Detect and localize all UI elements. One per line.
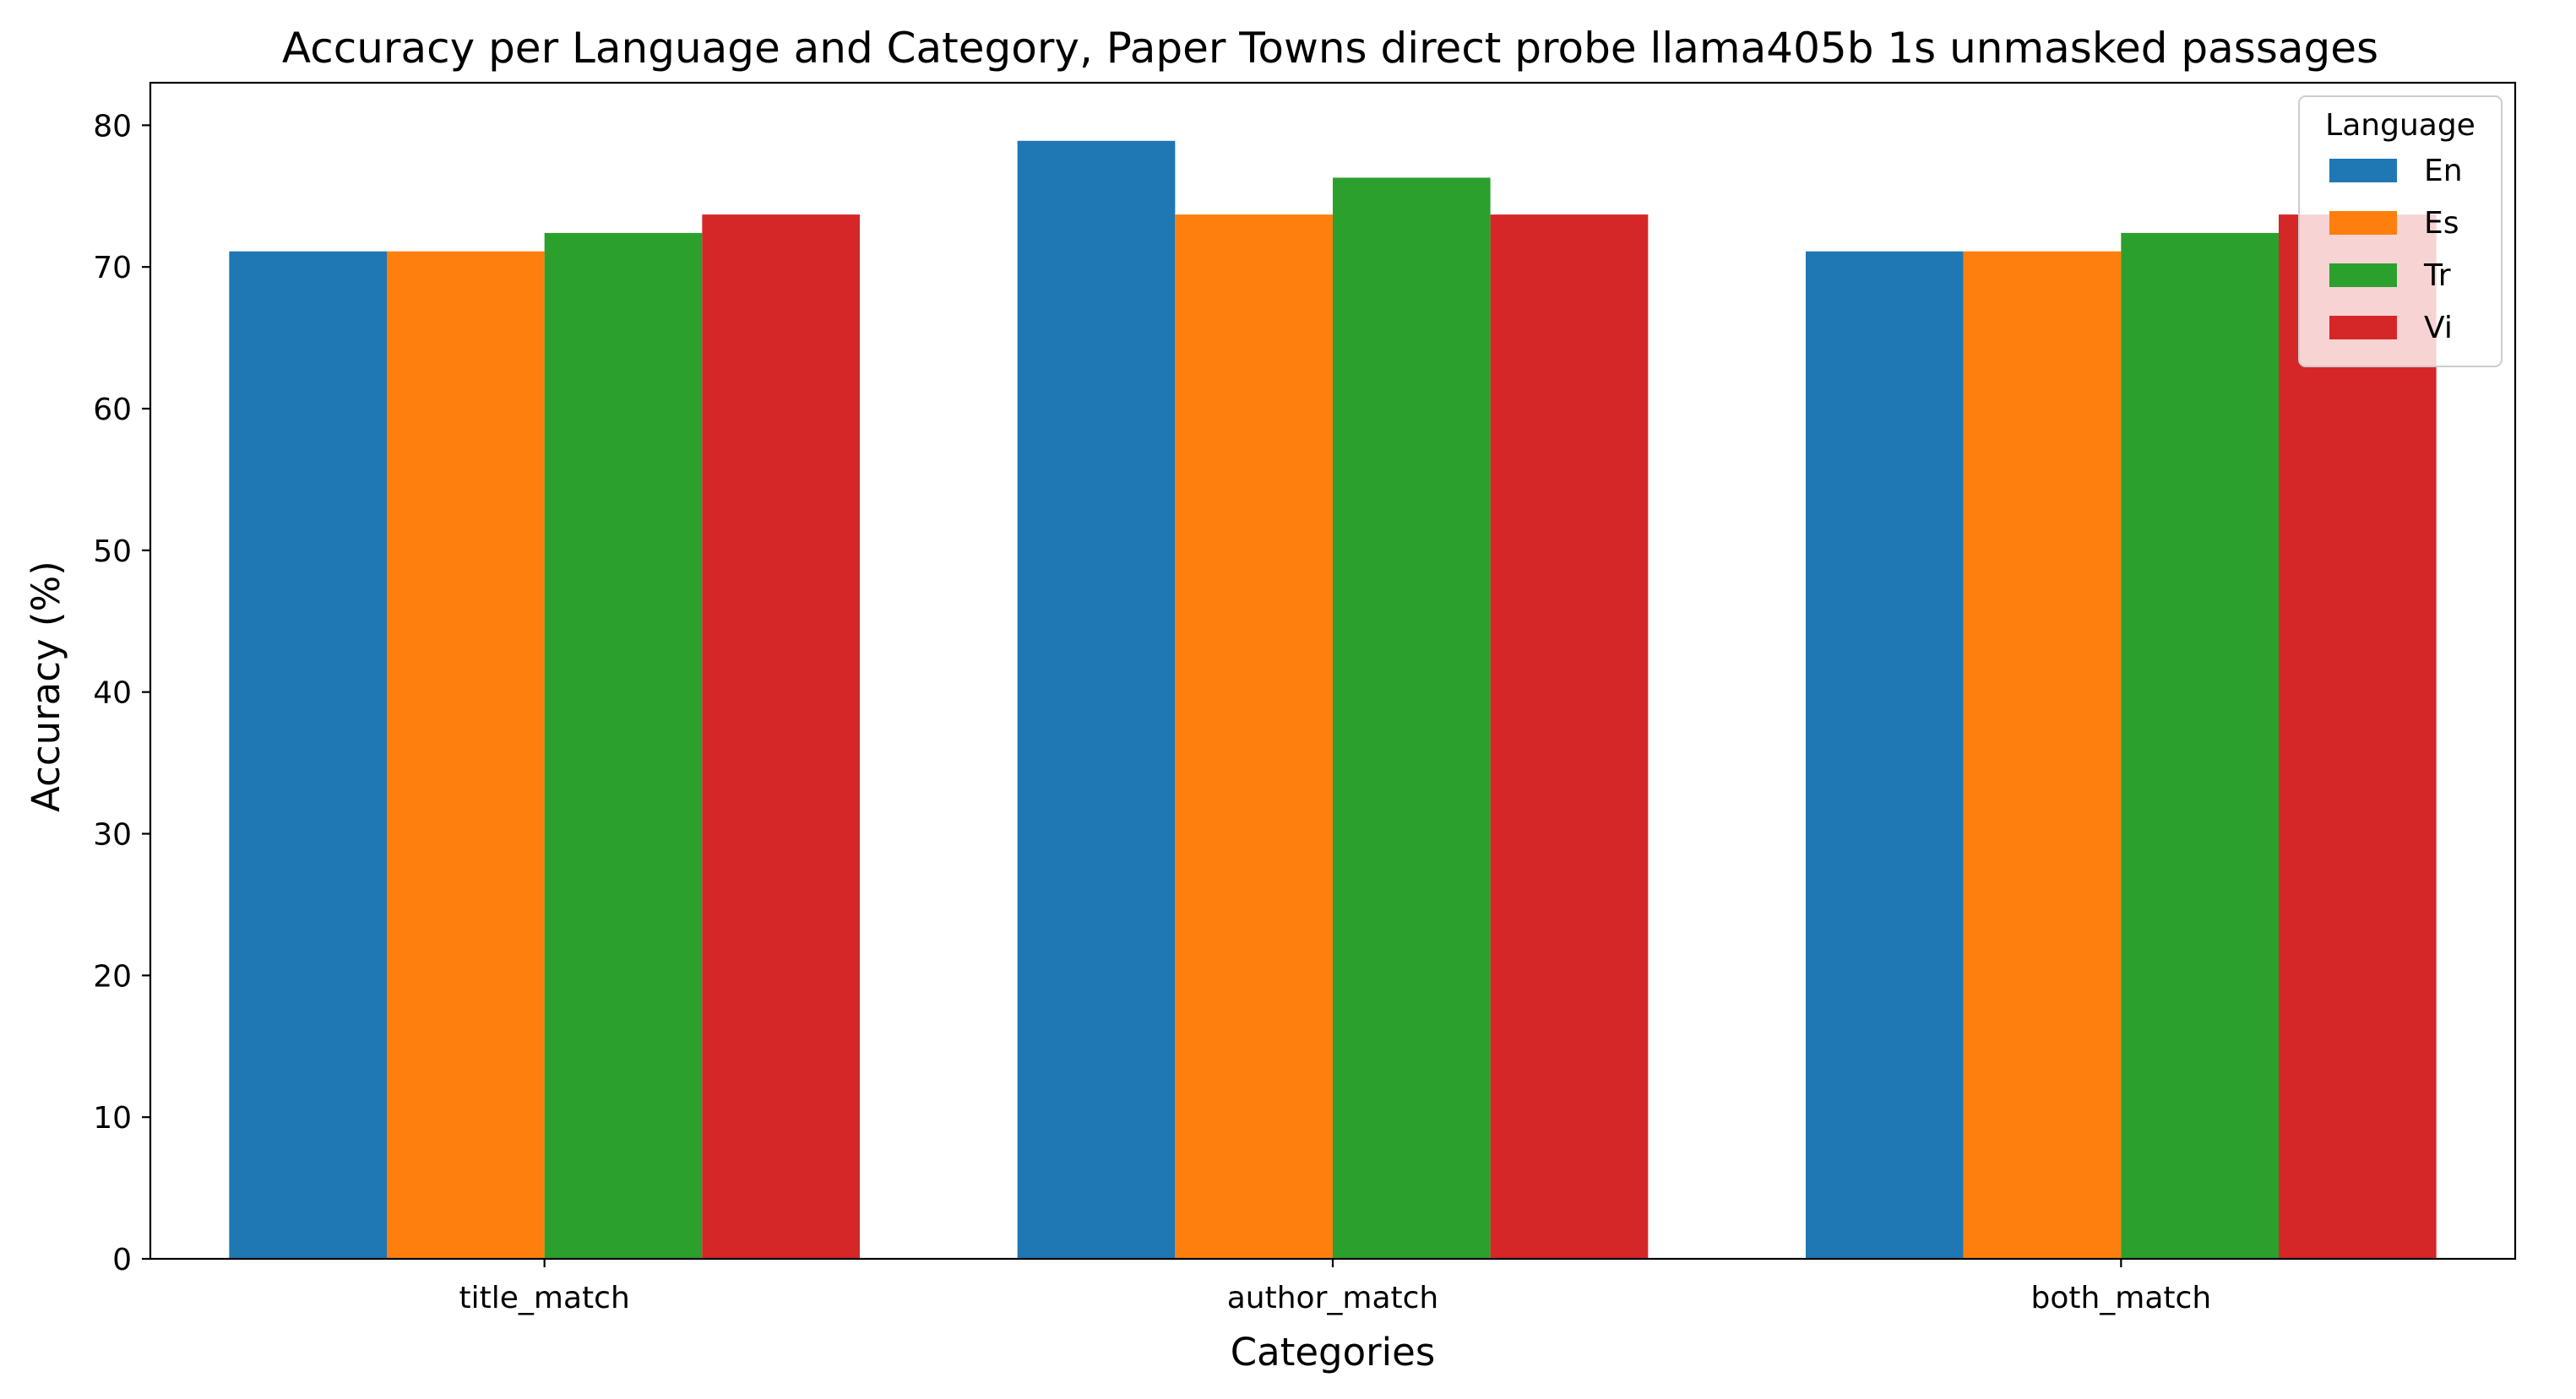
y-tick-label: 60 — [93, 393, 132, 427]
bar-vi-both-match — [2279, 214, 2437, 1259]
y-tick-label: 40 — [93, 676, 132, 711]
legend: Language En Es Tr Vi — [2298, 95, 2503, 367]
y-tick-label: 0 — [112, 1243, 132, 1277]
bar-en-both-match — [1806, 251, 1964, 1260]
y-axis: 0 10 20 30 40 50 60 70 80 — [93, 109, 150, 1277]
bar-es-both-match — [1963, 251, 2122, 1260]
legend-label-vi: Vi — [2424, 311, 2453, 345]
bar-es-author-match — [1175, 214, 1333, 1259]
chart-title: Accuracy per Language and Category, Pape… — [282, 24, 2378, 73]
legend-label-tr: Tr — [2423, 258, 2451, 293]
y-tick-label: 80 — [93, 109, 132, 144]
legend-label-es: Es — [2424, 206, 2459, 241]
y-tick-label: 10 — [93, 1101, 132, 1136]
y-tick-label: 30 — [93, 818, 132, 853]
y-tick-label: 70 — [93, 251, 132, 285]
y-axis-label: Accuracy (%) — [24, 561, 68, 812]
legend-swatch-tr — [2329, 263, 2397, 287]
bar-vi-author-match — [1490, 214, 1649, 1259]
bar-es-title-match — [387, 251, 545, 1260]
plot-area — [149, 81, 2517, 1261]
y-tick-label: 50 — [93, 534, 132, 569]
x-axis: title_match author_match both_match — [459, 1259, 2211, 1315]
x-axis-label: Categories — [1231, 1330, 1436, 1375]
legend-title: Language — [2325, 108, 2475, 143]
x-tick-label-both-match: both_match — [2030, 1281, 2211, 1315]
bar-vi-title-match — [702, 214, 860, 1259]
x-tick-label-title-match: title_match — [459, 1281, 630, 1315]
bar-tr-both-match — [2121, 232, 2279, 1259]
bar-tr-author-match — [1333, 177, 1491, 1259]
bar-en-title-match — [229, 251, 387, 1260]
bar-en-author-match — [1017, 140, 1176, 1260]
bar-tr-title-match — [544, 232, 703, 1259]
legend-label-en: En — [2424, 154, 2463, 188]
x-tick-label-author-match: author_match — [1227, 1281, 1439, 1315]
legend-swatch-en — [2329, 159, 2397, 182]
y-tick-label: 20 — [93, 959, 132, 994]
legend-swatch-vi — [2329, 316, 2397, 339]
legend-swatch-es — [2329, 211, 2397, 235]
